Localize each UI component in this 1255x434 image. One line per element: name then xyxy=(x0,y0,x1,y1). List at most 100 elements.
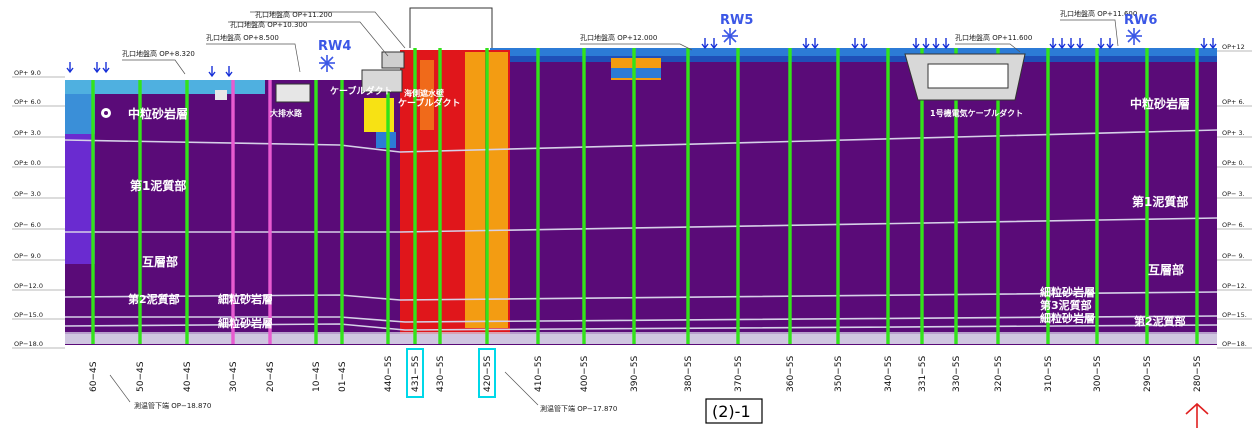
station-label: 430−5S xyxy=(436,356,446,392)
down-arrow-icon xyxy=(710,43,718,50)
heat-zone-orange-2 xyxy=(488,52,508,328)
layer-mud3-right: 第3泥質部 xyxy=(1040,298,1092,312)
top-bracket xyxy=(409,7,493,12)
sensor-lines xyxy=(91,48,1199,344)
layer-mud2-left: 第2泥質部 xyxy=(128,292,180,306)
heat-zone-orange-3 xyxy=(420,60,434,130)
sheet-label-box xyxy=(705,398,763,424)
station-label: 420−5S xyxy=(483,356,493,392)
surface-band-left-2 xyxy=(65,94,95,134)
down-arrow-icon xyxy=(1106,43,1114,50)
station-label: 10−4S xyxy=(312,361,322,392)
down-arrow-icon xyxy=(1049,43,1057,50)
scale-label-left: OP− 9.0 xyxy=(14,252,41,260)
rw5-label: RW5 xyxy=(720,13,753,28)
down-arrow-icon xyxy=(1067,43,1075,50)
down-arrow-icon xyxy=(1200,43,1208,50)
seawall-box xyxy=(381,51,405,69)
red-arrow-icon xyxy=(1185,402,1209,428)
left-depth-scale: OP+ 9.0 OP+ 6.0 OP+ 3.0 OP± 0.0 OP− 3.0 OP− 6… xyxy=(12,69,65,349)
snowflake-icon xyxy=(1126,28,1142,45)
scale-label-right: OP− 6. xyxy=(1222,221,1245,229)
station-label: 30−4S xyxy=(229,361,239,392)
station-label: 370−5S xyxy=(734,356,744,392)
bottom-note-mid: 測温管下端 OP−17.870 xyxy=(540,404,617,413)
sheet-label: (2)-1 xyxy=(712,402,751,421)
scale-label-left: OP−15.0 xyxy=(14,311,43,319)
station-label: 40−4S xyxy=(183,361,193,392)
strata-boundary xyxy=(65,217,1218,233)
station-label: 340−5S xyxy=(884,356,894,392)
station-label: 440−5S xyxy=(384,356,394,392)
station-label: 60−4S xyxy=(89,361,99,392)
strata-boundary xyxy=(64,291,1218,301)
surface-band-right xyxy=(490,48,1217,56)
heat-zone-orange-1 xyxy=(465,52,485,328)
station-label: 20−4S xyxy=(266,361,276,392)
station-label: 280−5S xyxy=(1193,356,1203,392)
down-arrow-icon xyxy=(225,71,233,78)
down-arrow-icon xyxy=(942,43,950,50)
station-label: 01−4S xyxy=(338,361,348,392)
scale-label-right: OP−18. xyxy=(1222,340,1247,348)
down-arrow-icon xyxy=(1097,43,1105,50)
station-label: 320−5S xyxy=(994,356,1004,392)
station-label: 350−5S xyxy=(834,356,844,392)
bore-top-1: 孔口地盤高 OP+11.200 xyxy=(255,10,332,19)
ground-body xyxy=(65,80,1217,345)
scale-label-left: OP−12.0 xyxy=(14,282,43,290)
down-arrow-icon xyxy=(922,43,930,50)
down-arrow-icon xyxy=(208,71,216,78)
layer-mud2-right: 第2泥質部 xyxy=(1134,314,1186,328)
station-label: 330−5S xyxy=(952,356,962,392)
station-label: 400−5S xyxy=(580,356,590,392)
down-arrow-icon xyxy=(102,67,110,74)
snowflake-icon xyxy=(319,55,335,72)
duct-box-left xyxy=(361,69,403,93)
layer-alt-right: 互層部 xyxy=(1148,262,1184,277)
layer-fine-sand-top-left: 中粒砂岩層 xyxy=(128,106,188,121)
scale-label-right: OP+ 3. xyxy=(1222,129,1245,137)
station-labels: 60−4S 50−4S 40−4S 30−4S 20−4S 10−4S 01−4S 440−5… xyxy=(89,348,1203,398)
station-highlight xyxy=(478,348,496,398)
surface-band-right-2 xyxy=(490,56,1217,62)
down-arrow-icon xyxy=(1058,43,1066,50)
strata-boundary xyxy=(65,315,1218,323)
down-arrow-icon xyxy=(932,43,940,50)
drainage-box xyxy=(275,83,311,103)
down-arrow-icon xyxy=(860,43,868,50)
bottom-note-left: 測温管下端 OP−18.870 xyxy=(134,401,211,410)
bore-top-7: 孔口地盤高 OP+11.600 xyxy=(1060,9,1137,18)
surface-band-left-3 xyxy=(65,134,95,264)
layer-fine-sand-top-right: 中粒砂岩層 xyxy=(1130,96,1190,111)
down-arrow-icon xyxy=(1209,43,1217,50)
station-label: 380−5S xyxy=(684,356,694,392)
station-label: 300−5S xyxy=(1093,356,1103,392)
down-arrow-icon xyxy=(66,67,74,74)
scale-label-right: OP− 3. xyxy=(1222,190,1245,198)
down-arrow-icon xyxy=(912,43,920,50)
down-arrow-icon xyxy=(701,43,709,50)
scale-label-right: OP± 0. xyxy=(1222,159,1245,167)
station-label: 360−5S xyxy=(786,356,796,392)
bottom-hatch xyxy=(65,334,1217,344)
down-arrow-icon xyxy=(802,43,810,50)
layer-fine-sand3-left: 細粒砂岩層 xyxy=(218,316,273,330)
station-label: 290−5S xyxy=(1143,356,1153,392)
scale-label-left: OP− 6.0 xyxy=(14,221,41,229)
cable-duct-left-label: ケーブルダクト xyxy=(330,85,392,97)
scale-label-left: OP+ 3.0 xyxy=(14,129,41,137)
leader-lines xyxy=(109,11,1119,406)
down-arrow-icon xyxy=(93,67,101,74)
bore-top-4: 孔口地盤高 OP+8.320 xyxy=(122,49,195,58)
station-label: 310−5S xyxy=(1044,356,1054,392)
station-label: 431−5S xyxy=(411,356,421,392)
scale-label-right: OP− 9. xyxy=(1222,252,1245,260)
scale-label-left: OP+ 9.0 xyxy=(14,69,41,77)
circle-marker-inner xyxy=(104,111,108,115)
surface-band-left xyxy=(65,80,265,94)
snowflake-icon xyxy=(722,28,738,45)
heat-zone-blue xyxy=(376,132,396,148)
